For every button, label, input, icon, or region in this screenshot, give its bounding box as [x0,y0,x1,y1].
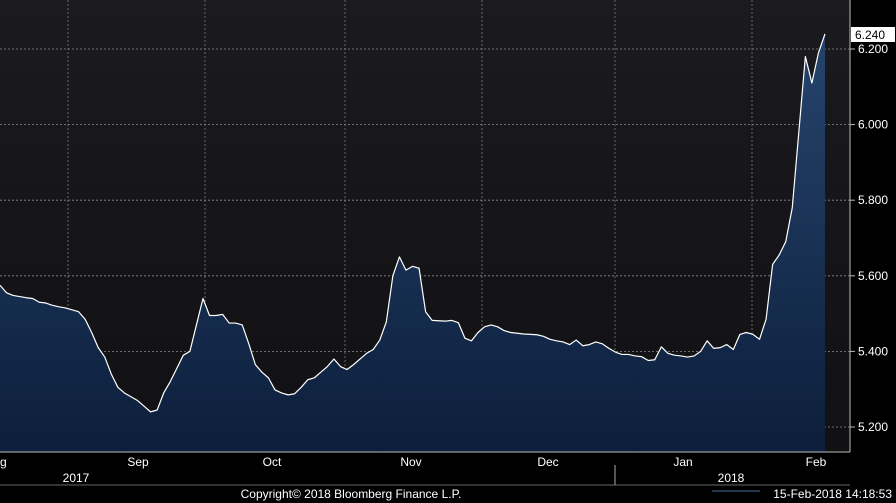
series-area [0,33,825,452]
last-value-box [851,27,895,42]
copyright-text: Copyright© 2018 Bloomberg Finance L.P. [241,487,462,501]
y-tick-label: 5.600 [858,269,888,283]
y-tick-label: 5.800 [858,193,888,207]
timestamp-text: 15-Feb-2018 14:18:53 [773,487,892,501]
y-axis: 5.200 5.400 5.600 5.800 6.000 6.200 [850,42,888,434]
x-tick-label-3: Nov [400,455,421,469]
footer: Copyright© 2018 Bloomberg Finance L.P. 1… [241,487,893,501]
last-value-badge: 6.240 [851,27,895,42]
last-value-label: 6.240 [855,28,885,42]
x-tick-label-0: g [0,455,7,469]
x-tick-label-6: Feb [806,455,827,469]
year-label-2017: 2017 [63,471,90,485]
y-tick-label: 6.000 [858,118,888,132]
x-tick-label-2: Oct [263,455,282,469]
series-line [0,33,826,413]
y-tick-label: 5.400 [858,344,888,358]
y-tick-label: 5.200 [858,420,888,434]
year-label-2018: 2018 [718,471,745,485]
x-tick-label-5: Jan [673,455,692,469]
x-axis: g Sep Oct Nov Dec Jan Feb 2017 2018 [0,451,850,486]
y-tick-label: 6.200 [858,42,888,56]
x-tick-label-1: Sep [127,455,149,469]
x-tick-label-4: Dec [537,455,558,469]
